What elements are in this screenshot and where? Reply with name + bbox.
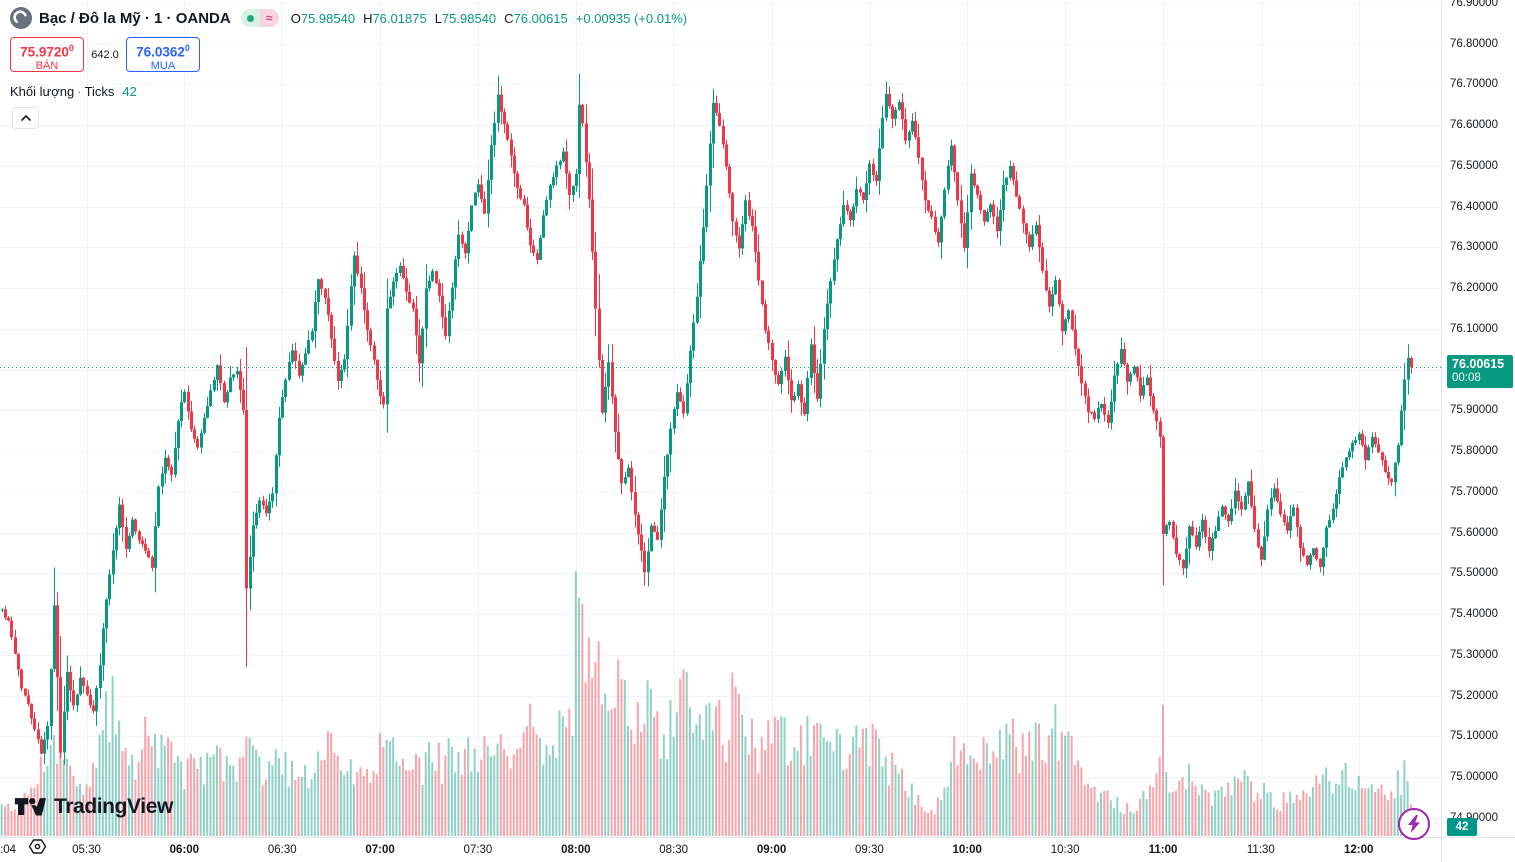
market-status-pill[interactable]: ≈ <box>240 9 279 27</box>
price-tick-label: 76.50000 <box>1450 159 1498 172</box>
price-tick-label: 76.30000 <box>1450 241 1498 254</box>
price-tick-label: 75.30000 <box>1450 648 1498 661</box>
tradingview-mark-icon <box>14 798 46 816</box>
price-tick-label: 75.80000 <box>1450 445 1498 458</box>
time-tick-label: 11:00 <box>1148 844 1178 856</box>
price-tick-label: 75.70000 <box>1450 485 1498 498</box>
close-label: C <box>504 10 514 26</box>
price-tick-label: 76.40000 <box>1450 200 1498 213</box>
time-tick-label: 08:30 <box>659 844 689 856</box>
price-tick-label: 76.90000 <box>1450 0 1498 9</box>
price-tick-label: 75.20000 <box>1450 689 1498 702</box>
price-tick-label: 75.50000 <box>1450 567 1498 580</box>
ohlc-values: O75.98540 H76.01875 L75.98540 C76.00615 … <box>291 11 687 26</box>
trade-buttons-row: 75.97200 BÁN 642.0 76.03620 MUA <box>10 37 687 72</box>
buy-button[interactable]: 76.03620 MUA <box>126 37 200 72</box>
close-value: 76.00615 <box>513 10 568 26</box>
symbol-row: Bạc / Đô la Mỹ · 1 · OANDA ≈ O75.98540 H… <box>10 6 687 30</box>
price-tick-label: 75.40000 <box>1450 608 1498 621</box>
price-tick-label: 76.60000 <box>1450 119 1498 132</box>
sell-button[interactable]: 75.97200 BÁN <box>10 37 84 72</box>
price-tick-label: 76.20000 <box>1450 282 1498 295</box>
open-label: O <box>290 10 301 26</box>
tradingview-logo-text: TradingView <box>54 795 173 818</box>
time-tick-label: 06:00 <box>169 844 200 856</box>
sell-label: BÁN <box>35 59 59 72</box>
separator-dot: · <box>77 84 82 99</box>
high-value: 76.01875 <box>372 10 427 26</box>
time-tick-label: 08:00 <box>561 844 591 856</box>
price-tick-label: 75.90000 <box>1450 404 1498 417</box>
spread-value: 642.0 <box>91 48 119 61</box>
time-tick-label: 05:30 <box>72 844 101 856</box>
buy-price: 76.0362 <box>136 44 185 60</box>
time-tick-label: 09:30 <box>855 844 884 856</box>
low-label: L <box>434 10 442 26</box>
chart-header: Bạc / Đô la Mỹ · 1 · OANDA ≈ O75.98540 H… <box>10 6 687 129</box>
high-label: H <box>363 10 373 26</box>
indicator-legend[interactable]: Khối lượng · Ticks 42 <box>10 84 687 99</box>
time-tick-label: 09:00 <box>756 844 787 856</box>
collapse-legend-button[interactable] <box>12 107 39 129</box>
last-price-value: 76.00615 <box>1452 357 1505 371</box>
price-tick-label: 75.10000 <box>1450 730 1498 743</box>
delayed-data-icon: ≈ <box>259 9 279 27</box>
indicator-name: Khối lượng <box>10 84 75 99</box>
sell-price-sup: 0 <box>68 43 74 53</box>
tradingview-logo[interactable]: TradingView <box>14 794 173 820</box>
quick-trade-button[interactable] <box>1398 808 1430 840</box>
axis-corner <box>1441 837 1515 862</box>
price-tick-label: 75.00000 <box>1450 771 1498 784</box>
time-tick-label: 10:30 <box>1050 844 1080 856</box>
price-chart[interactable] <box>0 0 1441 837</box>
time-tick-label: 06:30 <box>267 844 297 856</box>
price-tick-label: 75.60000 <box>1450 526 1498 539</box>
time-tick-label: 07:30 <box>463 844 493 856</box>
change-value: +0.00935 (+0.01%) <box>575 10 688 26</box>
time-tick-label: 11:30 <box>1246 844 1275 856</box>
time-tick-label: 07:00 <box>365 844 395 856</box>
symbol-title[interactable]: Bạc / Đô la Mỹ · 1 · OANDA <box>39 9 231 27</box>
last-price-badge[interactable]: 76.00615 00:08 <box>1447 355 1513 388</box>
price-tick-label: 76.80000 <box>1450 37 1498 50</box>
time-tick-label: 05:04 <box>0 844 17 856</box>
chevron-up-icon <box>20 115 31 121</box>
sell-price: 75.9720 <box>20 44 69 60</box>
price-axis[interactable]: 74.9000075.0000075.1000075.2000075.30000… <box>1441 0 1515 837</box>
low-value: 75.98540 <box>441 10 497 26</box>
axis-settings-icon[interactable] <box>28 838 50 860</box>
buy-label: MUA <box>150 59 176 72</box>
time-axis[interactable]: 05:04 05:30 06:00 06:30 07:00 07:30 08:00 08:30… <box>0 837 1441 862</box>
volume-value-badge: 42 <box>1447 818 1477 836</box>
lightning-icon <box>1408 815 1420 833</box>
market-open-icon <box>240 9 260 27</box>
buy-price-sup: 0 <box>184 43 190 53</box>
time-tick-label: 12:00 <box>1343 844 1374 856</box>
bar-countdown: 00:08 <box>1452 372 1481 384</box>
indicator-value: 42 <box>122 84 137 99</box>
oanda-logo-icon <box>10 7 32 29</box>
price-tick-label: 76.70000 <box>1450 78 1498 91</box>
price-tick-label: 76.10000 <box>1450 322 1498 335</box>
indicator-type: Ticks <box>84 84 115 99</box>
open-value: 75.98540 <box>300 10 356 26</box>
time-tick-label: 10:00 <box>952 844 982 856</box>
